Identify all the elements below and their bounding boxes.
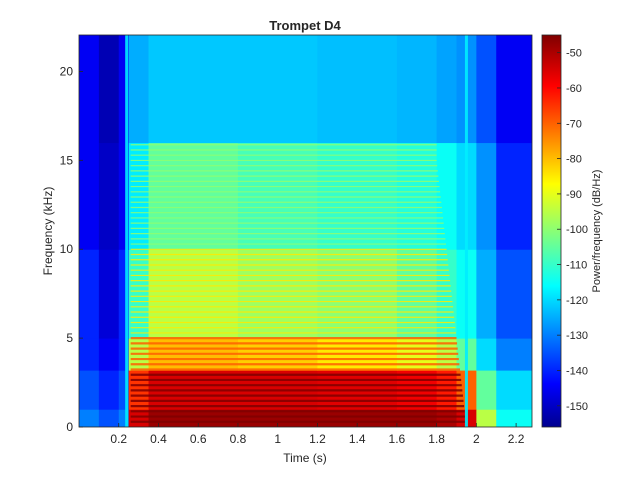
x-tick-label: 0.4 (150, 432, 167, 446)
colorbar-tick-label: -120 (566, 295, 588, 307)
spectrogram-cell (317, 35, 398, 144)
spectrogram-cell (148, 249, 179, 339)
y-axis-label: Frequency (kHz) (41, 187, 55, 276)
spectrogram-cell (237, 35, 318, 144)
colorbar-tick-label: -130 (566, 330, 588, 342)
spectrogram-cell (128, 35, 150, 144)
spectrogram-cell (476, 338, 497, 371)
x-tick-label: 1.2 (309, 432, 326, 446)
colorbar: -50-60-70-80-90-100-110-120-130-140-150 … (541, 34, 603, 428)
spectrogram-cell (178, 249, 239, 339)
spectrogram-cell (128, 249, 150, 339)
spectrogram-cell (496, 370, 532, 410)
spectrogram-cell (476, 35, 497, 144)
spectrogram-cell (496, 338, 532, 371)
spectrogram-cell (476, 409, 497, 427)
transient-streak (464, 35, 468, 427)
spectrogram-cell (396, 35, 438, 144)
colorbar-tick-label: -50 (566, 48, 582, 60)
colorbar-ticks: -50 -60 -70 -80 -90 -100 -110 -120 -130 -140 -150 (557, 48, 588, 413)
spectrogram-cell (118, 142, 130, 250)
spectrogram-cell (396, 249, 438, 339)
colorbar-tick-label: -100 (566, 224, 588, 236)
spectrogram-cell (237, 249, 318, 339)
y-axis: 0 5 10 15 20 (60, 64, 83, 434)
transient-streak (125, 35, 129, 427)
x-axis: 0.2 0.4 0.6 0.8 1 1.2 1.4 1.6 1.8 2 2.2 (110, 423, 525, 446)
spectrogram-cell (98, 35, 120, 144)
spectrogram-cell (98, 409, 120, 427)
spectrogram-cell (98, 338, 120, 371)
colorbar-tick-label: -70 (566, 118, 582, 130)
x-tick-label: 1 (274, 432, 281, 446)
spectrogram-cell (118, 338, 130, 371)
chart-title: Trompet D4 (269, 18, 341, 33)
spectrogram-cell (118, 35, 130, 144)
x-axis-label: Time (s) (283, 451, 327, 465)
x-tick-label: 2.2 (508, 432, 525, 446)
x-tick-label: 1.6 (389, 432, 406, 446)
colorbar-tick-label: -80 (566, 154, 582, 166)
spectrogram-cell (496, 35, 532, 144)
spectrogram-cell (476, 249, 497, 339)
spectrogram-cell (98, 249, 120, 339)
colorbar-tick-label: -90 (566, 189, 582, 201)
plot-frame (78, 34, 533, 428)
spectrogram-cell (317, 249, 398, 339)
x-tick-label: 0.8 (230, 432, 247, 446)
colorbar-tick-label: -150 (566, 401, 588, 413)
spectrogram-cell (118, 249, 130, 339)
spectrogram-cell (496, 249, 532, 339)
colorbar-tick-label: -110 (566, 260, 587, 272)
colorbar-gradient (541, 34, 562, 428)
y-tick-label: 15 (60, 153, 74, 167)
spectrogram-cell (148, 35, 179, 144)
y-tick-label: 20 (60, 64, 74, 78)
spectrogram-cell (79, 409, 100, 427)
spectrogram-cell (118, 409, 130, 427)
y-tick-label: 10 (60, 242, 74, 256)
spectrogram-cell (79, 370, 100, 410)
x-tick-label: 1.8 (428, 432, 445, 446)
spectrogram-cell (496, 409, 532, 427)
spectrogram-cell (79, 338, 100, 371)
spectrogram-cell (436, 249, 457, 339)
x-tick-label: 0.6 (190, 432, 207, 446)
spectrogram-cell (476, 370, 497, 410)
spectrogram-cell (98, 370, 120, 410)
spectrogram-cell (436, 35, 457, 144)
colorbar-tick-label: -60 (566, 83, 582, 95)
spectrogram-cell (118, 370, 130, 410)
x-tick-label: 0.2 (110, 432, 127, 446)
spectrogram-cell (178, 35, 239, 144)
spectrogram-cell (476, 142, 497, 250)
plot-area (79, 35, 532, 427)
spectrogram-cell (79, 249, 100, 339)
spectrogram-cell (98, 142, 120, 250)
x-tick-label: 1.4 (349, 432, 366, 446)
spectrogram-cell (79, 142, 100, 250)
spectrogram-image (79, 35, 532, 427)
spectrogram-cell (496, 142, 532, 250)
y-tick-label: 5 (66, 331, 73, 345)
y-tick-label: 0 (66, 420, 73, 434)
spectrogram-cell (79, 35, 100, 144)
x-tick-label: 2 (473, 432, 480, 446)
colorbar-label: Power/frequency (dB/Hz) (591, 170, 603, 293)
colorbar-tick-label: -140 (566, 365, 588, 377)
